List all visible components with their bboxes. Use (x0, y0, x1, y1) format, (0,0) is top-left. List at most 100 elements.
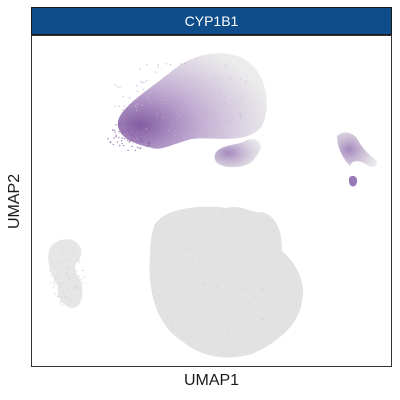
scatter-point (117, 136, 120, 139)
scatter-point (243, 288, 246, 291)
scatter-point (126, 124, 128, 127)
scatter-point (148, 140, 150, 143)
scatter-point (116, 141, 119, 143)
scatter-point (65, 273, 67, 275)
scatter-point (53, 283, 56, 285)
scatter-point (135, 109, 138, 112)
facet-strip: CYP1B1 (31, 7, 392, 35)
scatter-point (59, 284, 61, 287)
scatter-point (53, 280, 56, 283)
scatter-point (74, 286, 76, 288)
scatter-point (163, 76, 166, 79)
scatter-point (172, 321, 175, 324)
scatter-point (149, 142, 151, 145)
scatter-point (53, 275, 55, 278)
scatter-point (121, 108, 124, 111)
scatter-point (112, 143, 115, 146)
scatter-point (118, 123, 120, 126)
scatter-point (147, 95, 149, 97)
scatter-point (147, 98, 150, 101)
scatter-point (84, 275, 86, 278)
scatter-point (67, 277, 70, 280)
scatter-point (215, 226, 218, 228)
scatter-point (259, 279, 262, 282)
scatter-point (151, 131, 154, 133)
scatter-point (132, 126, 135, 128)
scatter-point (162, 102, 164, 105)
scatter-point (126, 139, 129, 141)
scatter-point (187, 101, 190, 104)
scatter-point (78, 275, 80, 277)
scatter-point (136, 146, 139, 149)
scatter-point (59, 301, 62, 304)
scatter-point (239, 112, 241, 115)
scatter-point (57, 262, 59, 264)
scatter-point (199, 276, 202, 278)
scatter-point (62, 251, 64, 253)
scatter-point (172, 245, 175, 248)
scatter-point (60, 253, 63, 256)
scatter-point (219, 104, 222, 107)
scatter-point (214, 316, 216, 318)
scatter-point (229, 121, 232, 123)
scatter-point (172, 122, 174, 125)
scatter-point (114, 84, 116, 86)
scatter-point (196, 221, 199, 224)
scatter-point (75, 284, 77, 287)
scatter-point (208, 97, 210, 100)
scatter-point (270, 275, 272, 277)
scatter-point (198, 337, 200, 340)
scatter-point (130, 134, 132, 137)
scatter-point (180, 304, 182, 306)
scatter-point (171, 289, 173, 291)
scatter-point (69, 250, 71, 253)
scatter-point (162, 239, 165, 241)
scatter-point (123, 105, 126, 108)
scatter-point (265, 235, 267, 237)
scatter-point (184, 62, 186, 65)
scatter-point (122, 95, 125, 98)
scatter-point (60, 286, 62, 289)
scatter-point (133, 140, 135, 143)
scatter-point (157, 63, 160, 66)
scatter-point (121, 142, 123, 145)
scatter-point (66, 274, 69, 277)
scatter-point (269, 262, 272, 265)
scatter-point (125, 121, 128, 124)
scatter-point (262, 242, 265, 245)
scatter-point (66, 287, 69, 289)
scatter-point (74, 252, 76, 255)
scatter-point (205, 271, 208, 273)
scatter-point (173, 129, 175, 132)
scatter-point (202, 282, 204, 285)
scatter-point (72, 274, 74, 277)
scatter-point (74, 280, 77, 283)
scatter-point (196, 312, 198, 315)
scatter-point (122, 144, 125, 147)
scatter-point (191, 261, 194, 264)
scatter-point (111, 129, 114, 131)
scatter-point (68, 297, 70, 300)
scatter-point (143, 126, 145, 129)
scatter-point (82, 269, 85, 272)
scatter-point (176, 119, 179, 121)
scatter-point (61, 260, 64, 263)
scatter-point (209, 300, 211, 303)
scatter-point (215, 78, 217, 80)
scatter-point (72, 280, 74, 283)
scatter-point (269, 248, 272, 251)
scatter-point (234, 100, 237, 103)
scatter-point (59, 264, 62, 267)
scatter-point (109, 141, 112, 143)
scatter-point (217, 276, 219, 278)
scatter-point (79, 279, 82, 281)
scatter-point (229, 76, 231, 79)
scatter-point (78, 261, 81, 263)
scatter-point (165, 95, 167, 98)
scatter-point (49, 270, 51, 272)
scatter-point (194, 281, 196, 284)
scatter-point (114, 131, 116, 134)
scatter-point (272, 230, 275, 233)
scatter-point (107, 137, 109, 140)
scatter-point (115, 134, 117, 137)
